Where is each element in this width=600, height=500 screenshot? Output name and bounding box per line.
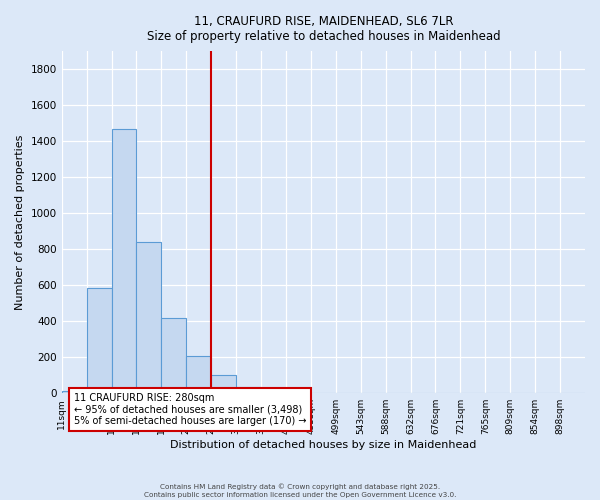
Bar bbox=[136, 242, 161, 393]
Title: 11, CRAUFURD RISE, MAIDENHEAD, SL6 7LR
Size of property relative to detached hou: 11, CRAUFURD RISE, MAIDENHEAD, SL6 7LR S… bbox=[146, 15, 500, 43]
Y-axis label: Number of detached properties: Number of detached properties bbox=[15, 134, 25, 310]
X-axis label: Distribution of detached houses by size in Maidenhead: Distribution of detached houses by size … bbox=[170, 440, 476, 450]
Bar bbox=[62, 390, 86, 393]
Text: 11 CRAUFURD RISE: 280sqm
← 95% of detached houses are smaller (3,498)
5% of semi: 11 CRAUFURD RISE: 280sqm ← 95% of detach… bbox=[74, 393, 307, 426]
Bar bbox=[86, 288, 112, 393]
Bar bbox=[112, 128, 136, 393]
Bar bbox=[161, 318, 186, 393]
Bar bbox=[186, 356, 211, 393]
Text: Contains HM Land Registry data © Crown copyright and database right 2025.
Contai: Contains HM Land Registry data © Crown c… bbox=[144, 484, 456, 498]
Bar bbox=[211, 375, 236, 393]
Bar bbox=[236, 387, 261, 393]
Bar bbox=[261, 392, 286, 393]
